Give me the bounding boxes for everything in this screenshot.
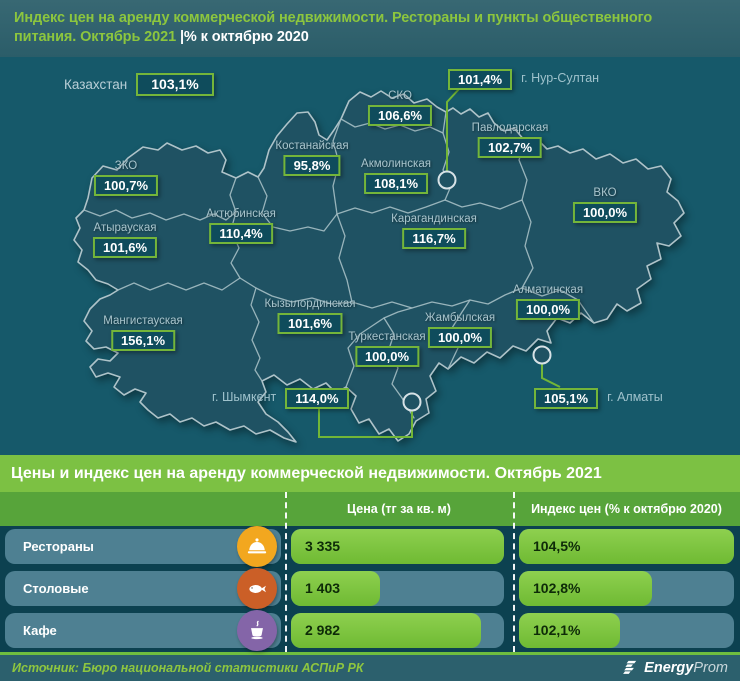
price-table: Цены и индекс цен на аренду коммерческой… <box>0 455 740 655</box>
column-divider <box>285 492 287 652</box>
city-callouts <box>318 87 561 438</box>
column-divider <box>513 492 515 652</box>
region-label-vko: ВКО 100,0% <box>572 187 638 223</box>
table-row-canteens: Столовые 1 403 102,8% <box>5 568 740 609</box>
region-value-badge: 110,4% <box>209 223 273 244</box>
map-canvas <box>73 87 685 443</box>
region-value-badge: 100,0% <box>354 346 420 367</box>
region-label-pavlodar: Павлодарская 102,7% <box>472 122 548 158</box>
region-label-atyrau: Атырауская 101,6% <box>92 222 158 258</box>
page-title: Индекс цен на аренду коммерческой недвиж… <box>14 10 653 45</box>
price-bar: 2 982 <box>291 613 481 648</box>
city-value-badge: 105,1% <box>534 388 599 409</box>
footer-bar: Источник: Бюро национальной статистики А… <box>0 655 740 681</box>
fish-icon <box>237 568 277 609</box>
city-label-almaty: 105,1% г. Алматы <box>534 385 663 409</box>
region-label-karaganda: Карагандинская 116,7% <box>391 213 477 249</box>
nur-sultan-connector <box>446 87 461 171</box>
index-bar: 104,5% <box>519 529 734 564</box>
header-cell-index: Индекс цен (% к октябрю 2020) <box>531 502 722 516</box>
header-bar: Индекс цен на аренду коммерческой недвиж… <box>0 0 740 57</box>
almaty-connector <box>541 364 561 388</box>
price-cell: 2 982 <box>291 613 504 648</box>
index-cell: 104,5% <box>519 529 734 564</box>
city-name: г. Шымкент <box>212 390 277 404</box>
row-label: Столовые <box>5 568 281 609</box>
region-value-badge: 101,6% <box>92 237 158 258</box>
region-label-almaty-region: Алматинская 100,0% <box>513 284 583 320</box>
country-name: Казахстан <box>64 77 128 92</box>
region-value-badge: 116,7% <box>402 228 466 249</box>
index-bar: 102,1% <box>519 613 621 648</box>
table-header-row: Цена (тг за кв. м) Индекс цен (% к октяб… <box>0 492 740 526</box>
region-value-badge: 100,0% <box>427 327 493 348</box>
index-cell: 102,8% <box>519 571 734 606</box>
price-bar: 1 403 <box>291 571 381 606</box>
country-value-badge: 103,1% <box>136 73 214 96</box>
region-label-aktobe: Актюбинская 110,4% <box>206 208 276 244</box>
cup-icon <box>237 610 277 651</box>
shymkent-connector <box>318 406 413 438</box>
city-label-shymkent: г. Шымкент 114,0% <box>212 385 349 409</box>
country-outline <box>73 90 685 443</box>
table-body: Рестораны 3 335 104,5% Столовые <box>0 526 740 652</box>
almaty-marker <box>532 345 552 365</box>
nur-sultan-marker <box>437 170 457 190</box>
city-name: г. Алматы <box>607 390 663 404</box>
row-label: Рестораны <box>5 526 281 567</box>
kazakhstan-map: Казахстан 103,1% СКО 106,6% Костанайская… <box>0 57 740 455</box>
city-value-badge: 101,4% <box>448 69 513 90</box>
region-value-badge: 156,1% <box>110 330 176 351</box>
row-label: Кафе <box>5 610 281 651</box>
index-cell: 102,1% <box>519 613 734 648</box>
header-cell-price: Цена (тг за кв. м) <box>347 502 451 516</box>
region-value-badge: 100,7% <box>93 175 159 196</box>
region-value-badge: 100,0% <box>515 299 581 320</box>
region-label-zhambyl: Жамбылская 100,0% <box>425 312 495 348</box>
price-bar: 3 335 <box>291 529 504 564</box>
region-value-badge: 100,0% <box>572 202 638 223</box>
city-label-nur-sultan: 101,4% г. Нур-Султан <box>448 66 599 90</box>
city-value-badge: 114,0% <box>285 388 349 409</box>
source-note: Источник: Бюро национальной статистики А… <box>12 661 364 675</box>
region-value-badge: 106,6% <box>367 105 433 126</box>
region-value-badge: 101,6% <box>277 313 343 334</box>
footer-divider <box>0 652 740 655</box>
price-cell: 1 403 <box>291 571 504 606</box>
table-row-cafes: Кафе 2 982 102,1% <box>5 610 740 651</box>
table-row-restaurants: Рестораны 3 335 104,5% <box>5 526 740 567</box>
country-total-label: Казахстан 103,1% <box>64 73 214 96</box>
region-label-zko: ЗКО 100,7% <box>93 160 159 196</box>
logo-text-light: Prom <box>693 660 728 676</box>
index-bar: 102,8% <box>519 571 653 606</box>
shymkent-marker <box>402 392 422 412</box>
region-value-badge: 108,1% <box>363 173 429 194</box>
region-value-badge: 95,8% <box>283 155 341 176</box>
logo-text-bold: Energy <box>644 660 694 676</box>
region-label-akmola: Акмолинская 108,1% <box>361 158 431 194</box>
energyprom-logo: EnergyProm <box>622 659 728 677</box>
region-value-badge: 102,7% <box>477 137 543 158</box>
region-label-mangystau: Мангистауская 156,1% <box>103 315 183 351</box>
city-name: г. Нур-Султан <box>521 71 600 85</box>
energyprom-logo-icon <box>623 660 637 674</box>
cloche-icon <box>237 526 277 567</box>
region-label-sko: СКО 106,6% <box>367 90 433 126</box>
price-cell: 3 335 <box>291 529 504 564</box>
region-label-kyzylorda: Кызылординская 101,6% <box>264 298 356 334</box>
region-label-kostanay: Костанайская 95,8% <box>275 140 349 176</box>
region-label-turkestan: Туркестанская 100,0% <box>348 331 426 367</box>
header-cell-empty <box>0 492 285 526</box>
table-title: Цены и индекс цен на аренду коммерческой… <box>0 455 740 492</box>
